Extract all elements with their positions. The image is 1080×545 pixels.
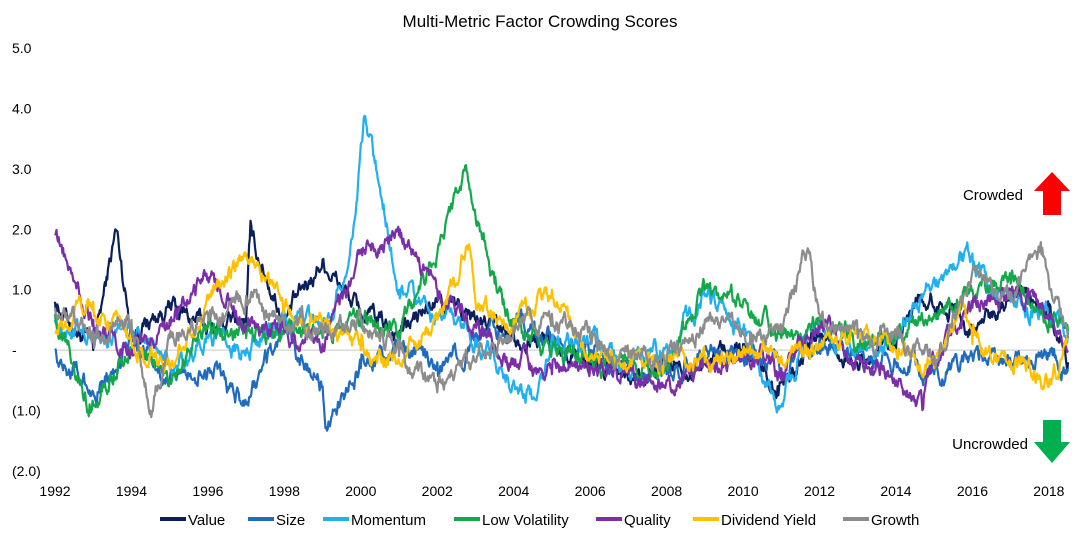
x-tick-label: 2000 [345,483,376,499]
series-line-quality [54,225,1070,412]
down-arrow-icon [1034,420,1070,463]
y-tick-label: 3.0 [12,161,32,177]
legend-label: Size [276,512,305,529]
y-tick-label: 5.0 [12,40,32,56]
x-tick-label: 2012 [804,483,835,499]
legend: Value Size Momentum Low Volatility Quality Di… [160,512,919,529]
y-axis: 5.0 4.0 3.0 2.0 1.0 - (1.0) (2.0) [12,40,41,479]
legend-label: Growth [871,512,919,529]
x-tick-label: 2006 [575,483,606,499]
y-tick-label: - [12,342,17,358]
crowded-annotation: Crowded [963,172,1070,215]
uncrowded-annotation: Uncrowded [952,420,1070,463]
series-lines [53,114,1070,432]
y-tick-label: (1.0) [12,403,41,419]
x-tick-label: 2014 [880,483,911,499]
legend-label: Dividend Yield [721,512,816,529]
x-tick-label: 1994 [116,483,147,499]
legend-label: Quality [624,512,671,529]
x-tick-label: 1992 [39,483,70,499]
uncrowded-label: Uncrowded [952,436,1028,453]
y-tick-label: 1.0 [12,282,32,298]
y-tick-label: 4.0 [12,100,32,116]
x-tick-label: 2004 [498,483,529,499]
x-tick-label: 2002 [422,483,453,499]
series-line-growth [53,241,1070,419]
x-tick-label: 2010 [727,483,758,499]
x-tick-label: 2008 [651,483,682,499]
x-axis: 1992 1994 1996 1998 2000 2002 2004 2006 2008 2010… [39,483,1064,499]
y-tick-label: 2.0 [12,221,32,237]
chart-title: Multi-Metric Factor Crowding Scores [403,12,678,31]
up-arrow-icon [1034,172,1070,215]
legend-label: Momentum [351,512,426,529]
crowded-label: Crowded [963,187,1023,204]
series-line-dividend-yield [54,243,1070,391]
series-line-low-volatility [53,164,1070,418]
x-tick-label: 2016 [957,483,988,499]
x-tick-label: 2018 [1033,483,1064,499]
y-tick-label: (2.0) [12,463,41,479]
legend-label: Low Volatility [482,512,569,529]
x-tick-label: 1996 [192,483,223,499]
x-tick-label: 1998 [269,483,300,499]
legend-label: Value [188,512,225,529]
series-line-size [54,308,1070,432]
